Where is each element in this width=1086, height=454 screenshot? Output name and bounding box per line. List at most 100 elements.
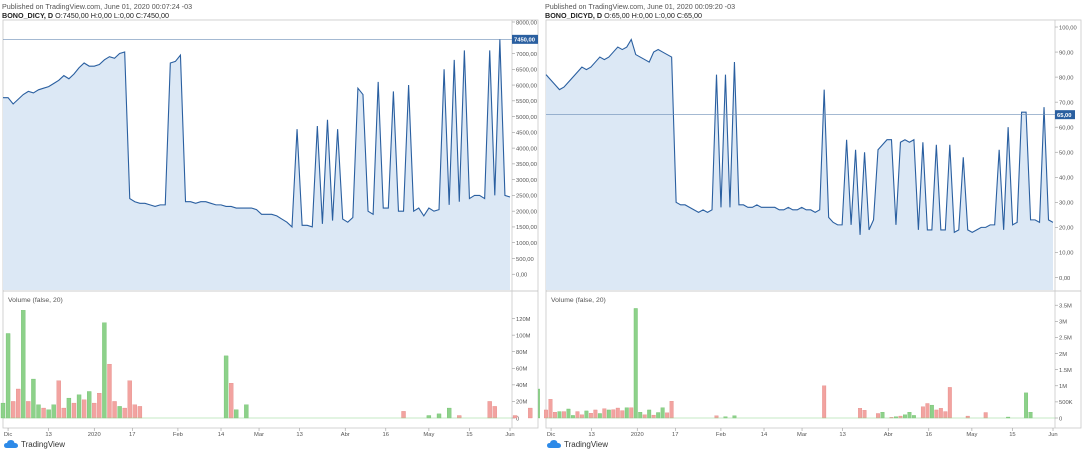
volume-bar <box>92 402 97 419</box>
x-tick-label: Jun <box>505 432 514 438</box>
volume-bar <box>528 407 533 419</box>
x-tick-label: 13 <box>296 432 302 438</box>
volume-bar <box>122 407 127 419</box>
y-tick-label: 5000,00 <box>516 115 537 121</box>
published-note: Published on TradingView.com, June 01, 2… <box>545 2 736 11</box>
x-tick-label: 15 <box>1009 432 1015 438</box>
volume-bar <box>234 409 239 419</box>
x-tick-label: Mar <box>797 432 807 438</box>
volume-bar <box>620 410 625 419</box>
volume-bar <box>876 413 880 419</box>
x-tick-label: 15 <box>466 432 472 438</box>
x-tick-label: 2020 <box>631 432 644 438</box>
volume-bar <box>117 406 122 419</box>
volume-bar <box>925 403 930 419</box>
footer-brand: TradingView <box>21 440 66 449</box>
volume-bar <box>907 412 912 419</box>
tradingview-footer[interactable]: TradingView <box>4 440 65 449</box>
tradingview-footer[interactable]: TradingView <box>547 440 608 449</box>
volume-bar <box>647 409 652 419</box>
x-tick-label: 16 <box>383 432 389 438</box>
price-area-fill <box>3 39 510 291</box>
volume-bar <box>21 310 26 419</box>
volume-bar <box>588 413 593 419</box>
y-tick-label: 1000,00 <box>516 241 537 247</box>
last-value-label: 7450,00 <box>514 38 535 44</box>
volume-bar <box>575 411 580 419</box>
volume-bar <box>46 409 51 419</box>
y-tick-label: 0,00 <box>1059 276 1070 282</box>
volume-bar <box>107 363 112 419</box>
y-tick-label: 500,00 <box>516 257 534 263</box>
volume-bar <box>665 412 670 419</box>
volume-bar <box>651 414 656 419</box>
volume-bar <box>629 407 634 419</box>
volume-bar <box>597 413 602 419</box>
symbol-name: BONO_DICYD, D <box>545 11 603 20</box>
y-tick-label: 30,00 <box>1059 201 1074 207</box>
volume-bar <box>732 415 737 419</box>
volume-bar <box>112 401 117 419</box>
y-tick-label: 80,00 <box>1059 75 1074 81</box>
y-tick-label: 10,00 <box>1059 251 1074 257</box>
y-tick-label: 7000,00 <box>516 52 537 58</box>
ohlc-values: O:65,00 H:0,00 L:0,00 C:65,00 <box>604 11 703 20</box>
chart-panel-dicy: Published on TradingView.com, June 01, 2… <box>0 0 540 454</box>
volume-bar <box>943 411 948 419</box>
volume-bar <box>615 407 620 419</box>
x-tick-label: 17 <box>672 432 678 438</box>
volume-bar <box>566 408 571 419</box>
volume-bar <box>5 333 11 419</box>
tradingview-cloud-icon <box>547 440 561 448</box>
volume-bar <box>492 406 497 419</box>
symbol-header: BONO_DICYD, D O:65,00 H:0,00 L:0,00 C:65… <box>545 11 702 20</box>
x-tick-label: May <box>966 432 977 438</box>
y-tick-label: 3500,00 <box>516 162 537 168</box>
volume-bar <box>31 378 36 419</box>
symbol-header: BONO_DICY, D O:7450,00 H:0,00 L:0,00 C:7… <box>2 11 169 20</box>
footer-brand: TradingView <box>564 440 609 449</box>
x-tick-label: 14 <box>761 432 768 438</box>
volume-bar <box>553 412 557 419</box>
volume-bar <box>1028 412 1033 419</box>
volume-tick-label: 40M <box>516 383 527 389</box>
volume-bar <box>401 411 406 419</box>
volume-tick-label: 2M <box>1059 352 1067 358</box>
volume-bar <box>132 404 137 419</box>
volume-bar <box>446 407 452 419</box>
volume-bar <box>66 397 72 419</box>
volume-label: Volume (false, 20) <box>8 297 63 304</box>
volume-bar <box>624 407 629 419</box>
volume-bar <box>436 413 442 419</box>
volume-bar <box>584 410 589 419</box>
x-tick-label: 13 <box>588 432 594 438</box>
volume-bar <box>244 404 249 419</box>
volume-bar <box>822 385 827 419</box>
volume-bar <box>16 388 21 419</box>
volume-bar <box>579 414 584 419</box>
volume-bar <box>606 409 611 419</box>
volume-tick-label: 20M <box>516 400 527 406</box>
y-tick-label: 3000,00 <box>516 178 537 184</box>
price-volume-chart-dicy[interactable]: 0,00 500,00 1000,00 1500,00 2000,00 2500,00 30… <box>0 0 540 454</box>
volume-bar <box>570 415 575 419</box>
volume-tick-label: 100M <box>516 333 531 339</box>
published-note: Published on TradingView.com, June 01, 2… <box>2 2 193 11</box>
volume-tick-label: 1M <box>1059 384 1067 390</box>
symbol-name: BONO_DICY, D <box>2 11 54 20</box>
x-tick-label: Abr <box>341 432 350 438</box>
x-tick-label: Dic <box>4 432 12 438</box>
volume-bar <box>602 408 607 419</box>
volume-bar <box>102 322 107 419</box>
x-tick-label: Feb <box>716 432 726 438</box>
x-tick-label: 13 <box>839 432 845 438</box>
price-volume-chart-dicyd[interactable]: 0,00 10,00 20,00 30,00 40,00 50,00 60,00 70,00 8… <box>543 0 1083 454</box>
volume-bar <box>512 415 518 419</box>
volume-bar <box>656 412 661 419</box>
volume-bar <box>51 404 56 419</box>
x-tick-label: 17 <box>129 432 135 438</box>
volume-bar <box>642 414 647 419</box>
volume-tick-label: 120M <box>516 317 531 323</box>
price-line <box>545 38 1054 235</box>
volume-bar <box>880 412 885 419</box>
